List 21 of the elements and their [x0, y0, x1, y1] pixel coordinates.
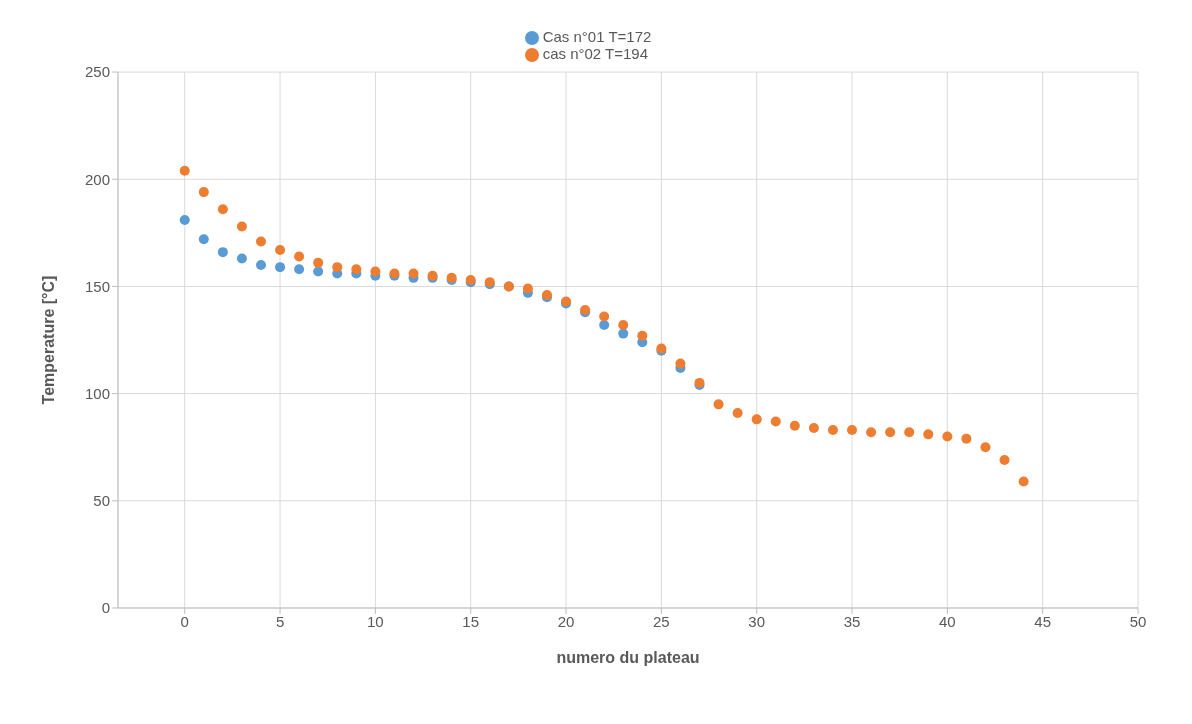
x-tick-label: 35: [843, 612, 861, 630]
legend-label: Cas n°01 T=172: [542, 28, 652, 45]
x-tick-label: 40: [939, 612, 956, 630]
x-tick-label: 15: [462, 612, 480, 630]
x-tick-label: 25: [653, 612, 670, 630]
y-tick-label: 150: [84, 277, 110, 295]
y-tick-label: 100: [84, 384, 110, 402]
x-tick-label: 5: [275, 612, 285, 630]
x-tick-label: 50: [1129, 612, 1147, 630]
x-tick-label: 30: [748, 612, 766, 630]
y-tick-label: 250: [84, 63, 110, 81]
legend-label: cas n°02 T=194: [542, 45, 649, 63]
y-tick-label: 50: [93, 492, 110, 510]
x-tick-label: 45: [1034, 612, 1052, 630]
x-tick-label: 0: [180, 612, 189, 630]
y-axis-title: Temperature [°C]: [39, 275, 57, 405]
y-tick-label: 200: [84, 170, 110, 188]
x-tick-label: 10: [367, 612, 384, 630]
x-tick-label: 20: [557, 612, 575, 630]
y-tick-label: 0: [101, 599, 110, 617]
x-axis-title: numero du plateau: [556, 649, 700, 666]
